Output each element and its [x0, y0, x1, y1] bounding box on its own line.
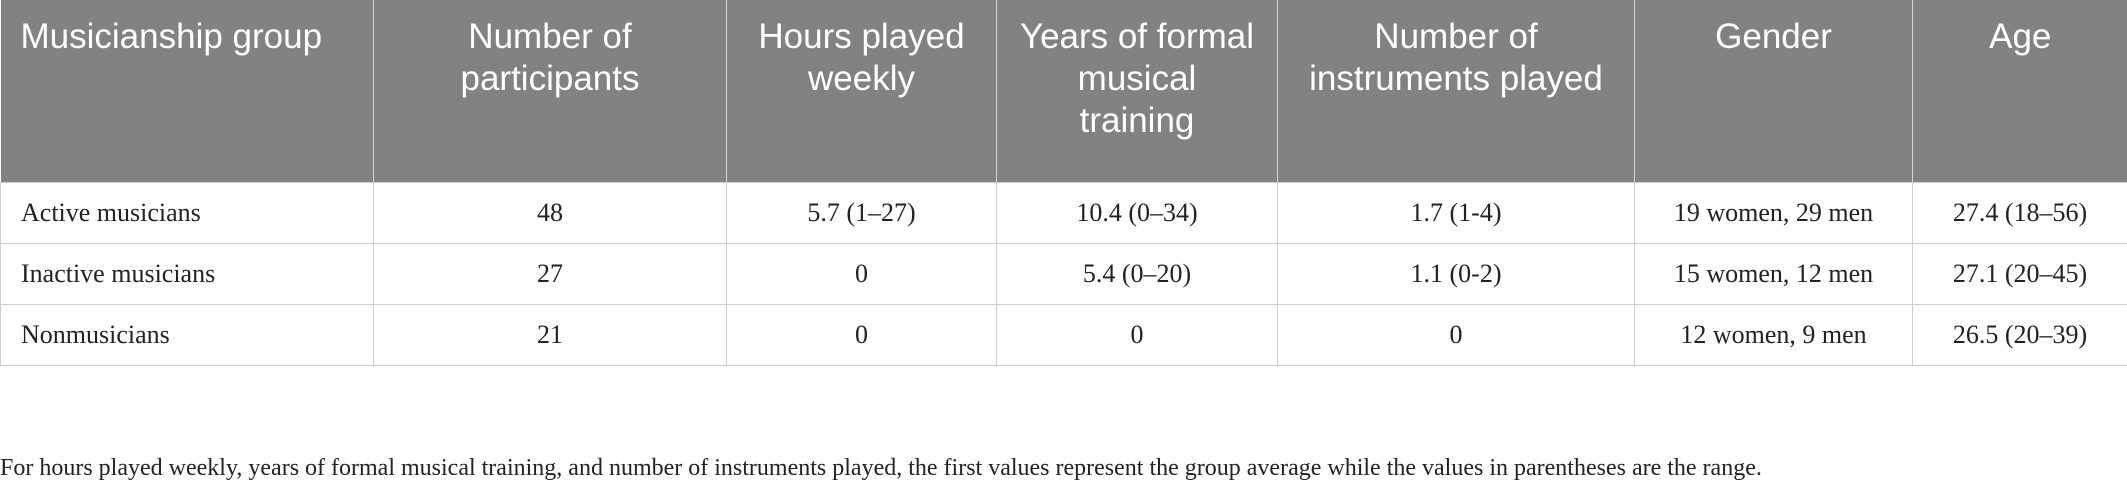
cell-years-training: 0	[996, 304, 1278, 366]
header-hours-played-weekly: Hours played weekly	[726, 0, 997, 183]
cell-gender: 12 women, 9 men	[1634, 304, 1913, 366]
table-row: Inactive musicians 27 0 5.4 (0–20) 1.1 (…	[0, 243, 2127, 305]
table-footnote: For hours played weekly, years of formal…	[0, 455, 1762, 481]
cell-age: 27.4 (18–56)	[1912, 182, 2127, 244]
cell-participants: 27	[373, 243, 727, 305]
header-number-of-instruments: Number of instruments played	[1277, 0, 1635, 183]
header-number-of-participants: Number of participants	[373, 0, 727, 183]
cell-participants: 48	[373, 182, 727, 244]
cell-participants: 21	[373, 304, 727, 366]
header-gender: Gender	[1634, 0, 1913, 183]
table-row: Active musicians 48 5.7 (1–27) 10.4 (0–3…	[0, 182, 2127, 244]
cell-age: 26.5 (20–39)	[1912, 304, 2127, 366]
cell-hours-weekly: 5.7 (1–27)	[726, 182, 997, 244]
cell-gender: 19 women, 29 men	[1634, 182, 1913, 244]
header-row: Musicianship group Number of participant…	[0, 0, 2127, 183]
cell-age: 27.1 (20–45)	[1912, 243, 2127, 305]
cell-group: Nonmusicians	[0, 304, 374, 366]
cell-group: Active musicians	[0, 182, 374, 244]
header-years-formal-training: Years of formal musical training	[996, 0, 1278, 183]
header-musicianship-group: Musicianship group	[0, 0, 374, 183]
table-row: Nonmusicians 21 0 0 0 12 women, 9 men 26…	[0, 304, 2127, 366]
cell-gender: 15 women, 12 men	[1634, 243, 1913, 305]
cell-years-training: 10.4 (0–34)	[996, 182, 1278, 244]
table-header: Musicianship group Number of participant…	[0, 0, 2127, 183]
cell-group: Inactive musicians	[0, 243, 374, 305]
cell-instruments: 1.7 (1-4)	[1277, 182, 1635, 244]
cell-instruments: 1.1 (0-2)	[1277, 243, 1635, 305]
table-body: Active musicians 48 5.7 (1–27) 10.4 (0–3…	[0, 182, 2127, 366]
cell-hours-weekly: 0	[726, 304, 997, 366]
header-age: Age	[1912, 0, 2127, 183]
cell-instruments: 0	[1277, 304, 1635, 366]
cell-years-training: 5.4 (0–20)	[996, 243, 1278, 305]
musicianship-table: Musicianship group Number of participant…	[0, 0, 2127, 366]
data-table-container: Musicianship group Number of participant…	[0, 0, 2127, 366]
cell-hours-weekly: 0	[726, 243, 997, 305]
